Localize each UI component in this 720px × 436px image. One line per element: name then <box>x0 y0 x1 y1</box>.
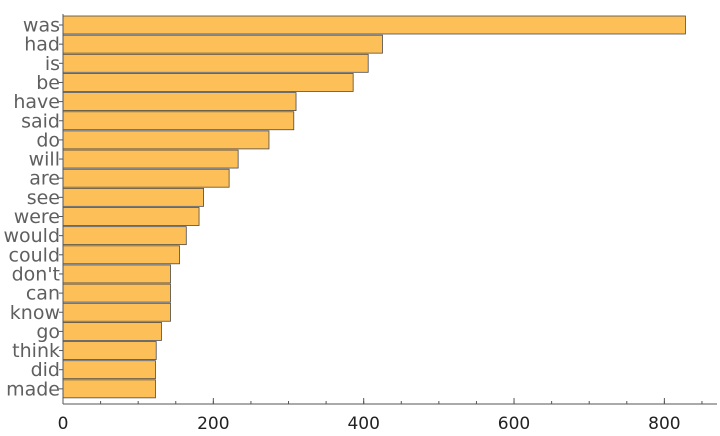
bar-said <box>62 111 295 131</box>
bar-did <box>62 360 156 380</box>
category-label: don't <box>12 263 60 285</box>
x-tick-label: 200 <box>197 414 229 434</box>
bar-go <box>62 321 162 341</box>
category-label: be <box>36 72 60 94</box>
bar-dont <box>62 264 171 284</box>
bar-will <box>62 149 239 169</box>
category-label: did <box>31 359 60 381</box>
category-label: made <box>6 378 60 400</box>
x-tick-label: 600 <box>498 414 530 434</box>
bar-can <box>62 283 171 303</box>
category-label: said <box>21 110 60 132</box>
category-label: have <box>13 91 60 113</box>
category-label: know <box>10 302 60 324</box>
x-tick-label: 800 <box>648 414 680 434</box>
category-label: can <box>26 283 60 305</box>
bar-be <box>62 73 354 92</box>
bar-were <box>62 207 200 226</box>
category-label: do <box>36 129 60 151</box>
category-label: could <box>9 244 60 266</box>
category-label: go <box>36 321 60 343</box>
category-label: see <box>27 187 60 209</box>
labels-layer: washadisbehavesaiddowillareseewerewouldc… <box>3 15 680 435</box>
category-label: had <box>24 34 60 56</box>
bar-are <box>62 168 230 188</box>
bar-could <box>62 245 180 265</box>
bar-see <box>62 187 204 207</box>
bar-was <box>62 15 686 35</box>
category-label: think <box>12 340 60 362</box>
category-label: are <box>29 168 60 190</box>
bars-layer <box>62 15 686 399</box>
axes-layer <box>62 14 717 405</box>
bar-do <box>62 130 270 150</box>
category-label: is <box>45 53 60 75</box>
bar-made <box>62 379 156 399</box>
x-tick-label: 0 <box>58 414 69 434</box>
bar-have <box>62 92 297 111</box>
bar-had <box>62 34 383 54</box>
bar-would <box>62 226 187 246</box>
category-label: was <box>23 15 60 37</box>
bar-think <box>62 341 157 360</box>
category-label: will <box>29 149 60 171</box>
x-tick-label: 400 <box>347 414 379 434</box>
category-label: would <box>3 225 60 247</box>
bar-know <box>62 302 171 322</box>
bar-is <box>62 53 369 73</box>
ticks-layer <box>59 24 703 404</box>
category-label: were <box>14 206 60 228</box>
